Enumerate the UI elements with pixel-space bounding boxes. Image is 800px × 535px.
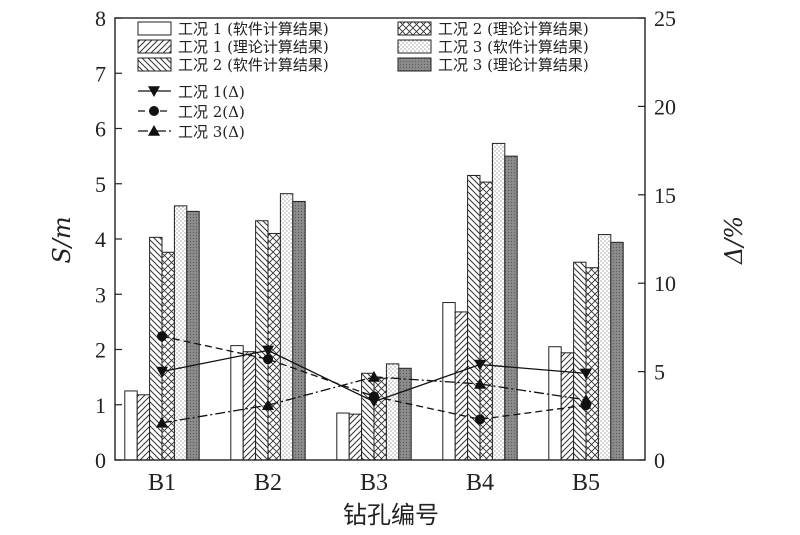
bar-B5-1	[548, 346, 562, 461]
legend: 工况 1 (软件计算结果) 工况 2 (理论计算结果)工况 1 (理论计算结果) 工…	[137, 20, 589, 141]
line-2-point-B2	[263, 354, 273, 365]
bar-B5-4	[585, 267, 599, 461]
bar-B5-6	[610, 241, 624, 461]
legend-label-4: 工况 2 (理论计算结果)	[438, 20, 589, 38]
legend-marker-2	[149, 106, 159, 116]
y2-tick-label: 15	[654, 183, 676, 208]
legend-label-3: 工况 2 (软件计算结果)	[178, 56, 329, 74]
legend-label-1: 工况 1 (软件计算结果)	[178, 20, 329, 38]
bar-B5-2	[560, 352, 575, 461]
y2-tick-label: 5	[654, 360, 665, 385]
y-tick-label: 3	[95, 282, 106, 307]
x-axis-title: 钻孔编号	[343, 501, 439, 529]
bar-B3-1	[336, 412, 350, 461]
bar-B4-5	[491, 142, 506, 461]
line-1-point-B5	[580, 368, 592, 380]
line-3-point-B4	[474, 377, 486, 389]
line-3-point-B5	[580, 393, 592, 405]
legend-label-2: 工况 1 (理论计算结果)	[178, 38, 329, 56]
x-tick-label: B1	[148, 470, 176, 496]
legend-swatch-5	[397, 39, 432, 54]
bar-B5-5	[597, 234, 612, 461]
line-2-point-B4	[475, 414, 485, 425]
legend-swatch-6	[397, 57, 432, 72]
line-1-point-B2	[262, 345, 274, 357]
y-tick-label: 2	[95, 338, 106, 363]
x-tick-label: B2	[254, 470, 282, 496]
bar-B3-3	[361, 372, 375, 461]
line-3-point-B3	[368, 370, 380, 382]
line-3-point-B2	[262, 399, 274, 410]
y-tick-label: 1	[95, 393, 106, 418]
bar-B1-1	[124, 390, 138, 461]
y2-tick-label: 0	[654, 448, 665, 473]
y2-tick-label: 20	[654, 94, 676, 119]
line-1-point-B1	[156, 366, 168, 378]
legend-line-label-3: 工况 3(Δ)	[178, 123, 245, 141]
line-3-point-B1	[156, 416, 168, 428]
bar-B2-1	[230, 345, 244, 461]
axes-layer: 0 1 2 3 4 5 6 7 8 0 5 10 15 20 25 B1 B2 B3 B4 B5	[95, 6, 676, 496]
y2-tick-label: 10	[654, 271, 676, 296]
legend-line-label-2: 工况 2(Δ)	[178, 103, 245, 121]
legend-line-label-1: 工况 1(Δ)	[178, 83, 245, 101]
line-1-point-B4	[474, 359, 486, 371]
line-2-point-B3	[369, 391, 379, 402]
bar-B1-4	[161, 251, 175, 461]
y-tick-label: 4	[95, 227, 106, 252]
x-tick-label: B4	[466, 470, 494, 496]
bar-B3-6	[398, 367, 412, 461]
y-tick-label: 5	[95, 172, 106, 197]
legend-swatch-4	[397, 21, 432, 36]
bar-B1-2	[136, 394, 151, 461]
legend-label-5: 工况 3 (软件计算结果)	[438, 38, 589, 56]
bar-B4-2	[454, 311, 469, 461]
bar-B1-5	[173, 205, 188, 461]
bars-layer	[124, 142, 624, 461]
bar-B3-2	[348, 413, 363, 461]
bar-B3-4	[373, 377, 387, 461]
legend-swatch-3	[137, 57, 172, 72]
legend-marker-3	[148, 125, 160, 136]
y-axis-title: S/m	[48, 216, 76, 263]
x-tick-label: B5	[572, 470, 600, 496]
bar-B1-6	[186, 210, 200, 461]
bar-B2-5	[279, 193, 294, 461]
bar-B2-6	[292, 200, 306, 461]
bar-B2-3	[255, 220, 269, 461]
y-tick-label: 8	[95, 6, 106, 31]
legend-marker-1	[148, 86, 160, 97]
legend-label-6: 工况 3 (理论计算结果)	[438, 56, 589, 74]
legend-swatch-1	[137, 21, 172, 36]
y-tick-label: 0	[95, 448, 106, 473]
y2-tick-label: 25	[654, 6, 676, 31]
y-tick-label: 7	[95, 61, 106, 86]
bar-B5-3	[573, 261, 587, 461]
lines-layer	[156, 331, 592, 428]
bar-B2-2	[242, 351, 257, 461]
legend-swatch-2	[137, 39, 172, 54]
y2-axis-title: Δ/%	[720, 216, 748, 265]
y-tick-label: 6	[95, 117, 106, 142]
line-2-point-B1	[157, 331, 167, 342]
x-tick-label: B3	[360, 470, 388, 496]
